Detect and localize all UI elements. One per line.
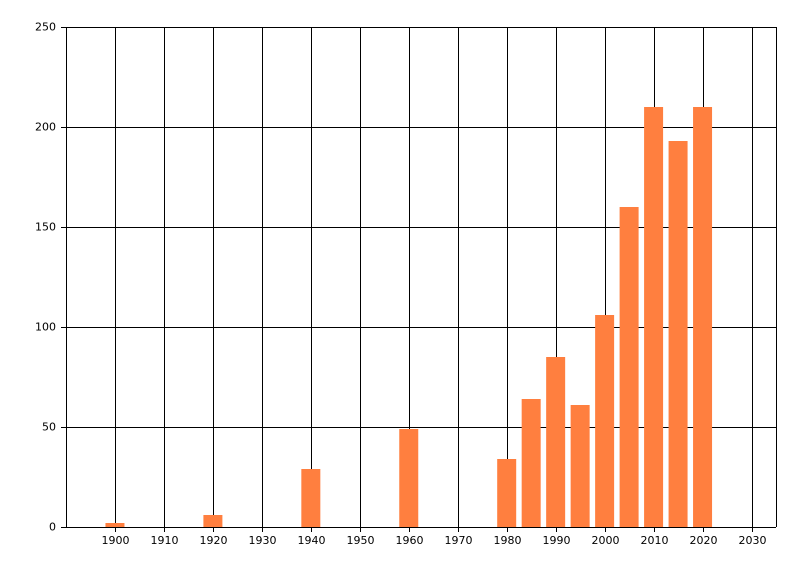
- x-tick-label: 2010: [641, 534, 669, 547]
- bar: [521, 399, 541, 527]
- y-tick-label: 50: [42, 421, 56, 434]
- bar: [570, 405, 590, 527]
- bar: [105, 523, 125, 527]
- x-tick-label: 1900: [102, 534, 130, 547]
- y-tick-label: 250: [35, 21, 56, 34]
- bar: [619, 207, 639, 527]
- y-tick-label: 150: [35, 221, 56, 234]
- bar: [301, 469, 321, 527]
- x-tick-label: 2030: [739, 534, 767, 547]
- x-tick-label: 1910: [151, 534, 179, 547]
- x-tick-label: 1970: [445, 534, 473, 547]
- x-tick-label: 1950: [347, 534, 375, 547]
- bar: [203, 515, 223, 527]
- y-tick-label: 0: [49, 521, 56, 534]
- x-tick-label: 2020: [690, 534, 718, 547]
- bar: [546, 357, 566, 527]
- x-tick-label: 1980: [494, 534, 522, 547]
- bar: [497, 459, 517, 527]
- bar: [595, 315, 615, 527]
- x-tick-label: 1990: [543, 534, 571, 547]
- bar: [644, 107, 664, 527]
- bar: [399, 429, 419, 527]
- x-tick-label: 1920: [200, 534, 228, 547]
- y-tick-label: 100: [35, 321, 56, 334]
- x-tick-label: 1930: [249, 534, 277, 547]
- x-tick-label: 1940: [298, 534, 326, 547]
- y-tick-label: 200: [35, 121, 56, 134]
- x-tick-label: 2000: [592, 534, 620, 547]
- bar: [668, 141, 688, 527]
- x-tick-label: 1960: [396, 534, 424, 547]
- bar: [693, 107, 713, 527]
